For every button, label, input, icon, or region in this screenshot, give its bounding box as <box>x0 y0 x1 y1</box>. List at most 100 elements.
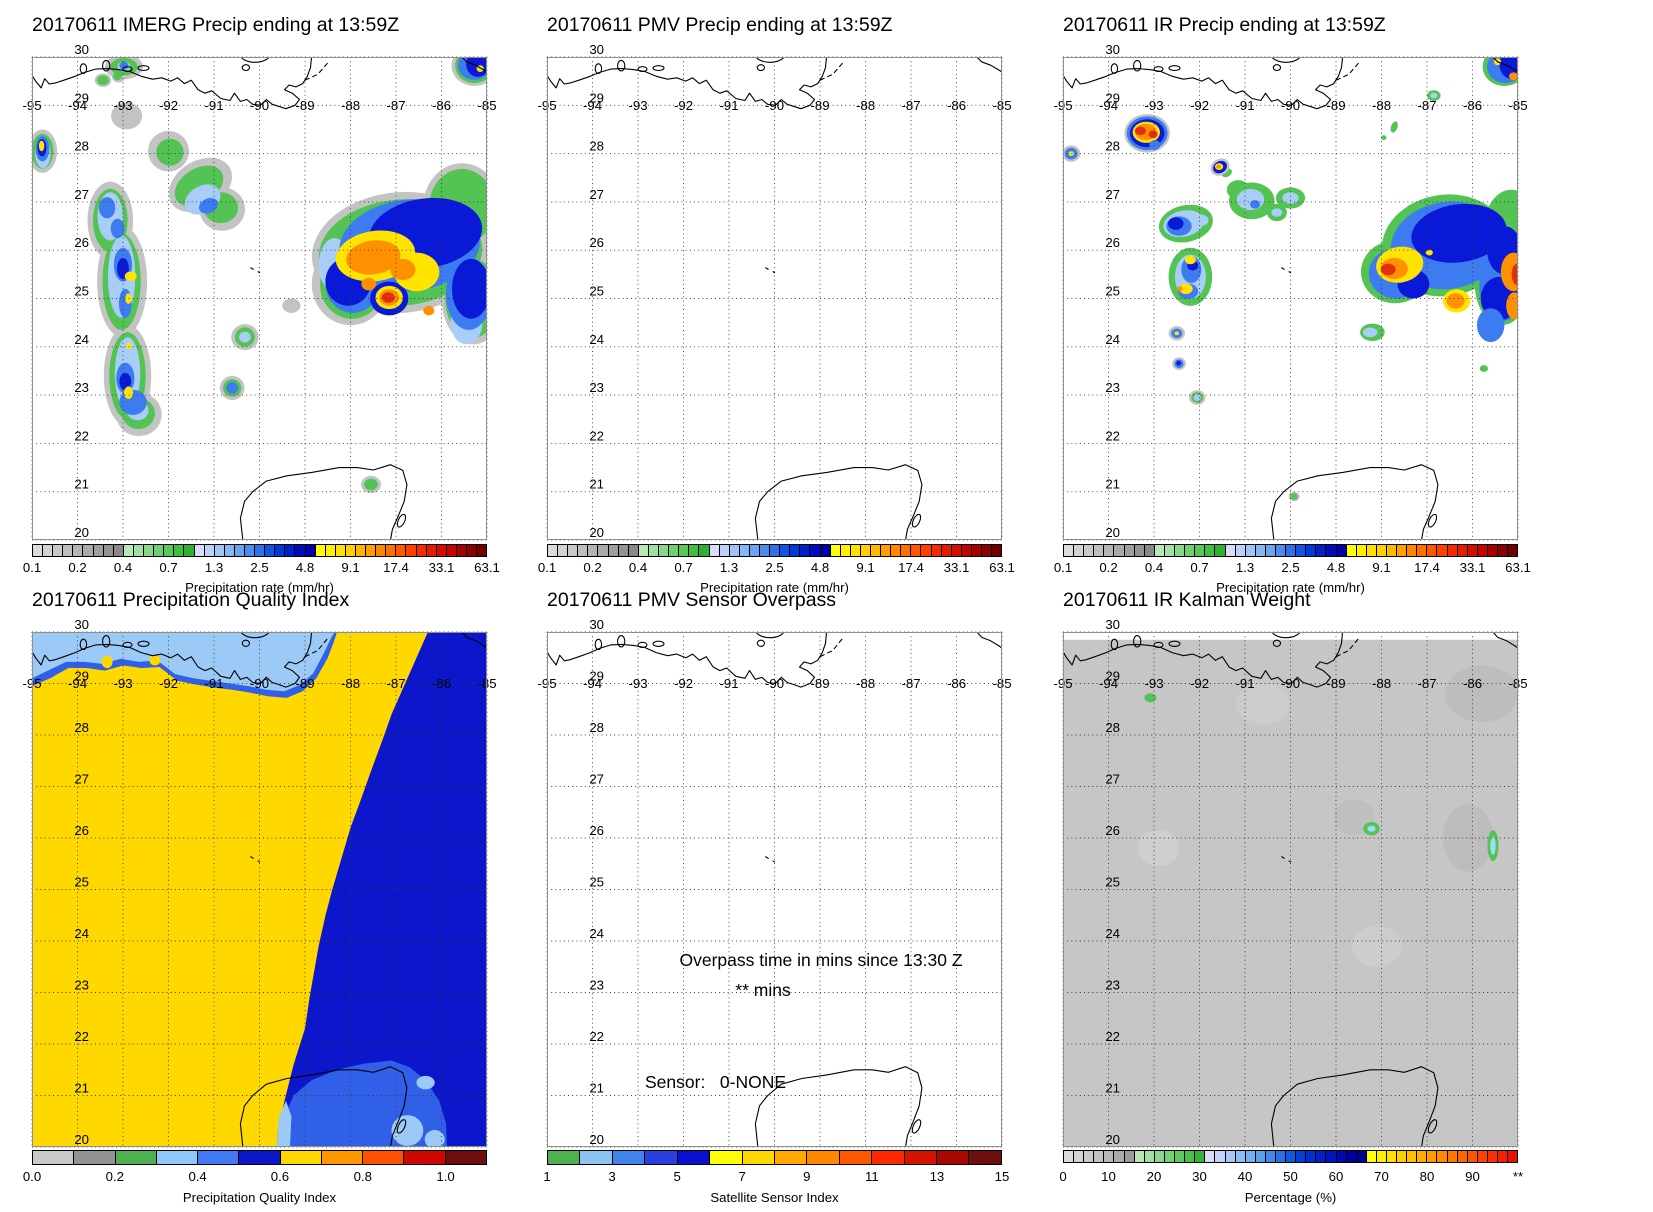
lat-tick-label: 30 <box>1105 617 1120 632</box>
colorbar-cell <box>1074 545 1085 556</box>
lat-tick-label: 25 <box>74 875 89 890</box>
colorbar-cell <box>749 545 760 556</box>
colorbar-cell <box>446 545 457 556</box>
colorbar-cell <box>1074 1151 1085 1162</box>
colorbar-cell <box>1245 1151 1256 1162</box>
colorbar-cell <box>941 545 952 556</box>
lon-tick-label: -92 <box>1190 676 1209 691</box>
colorbar-cell <box>1447 545 1458 556</box>
lat-tick-label: 29 <box>74 90 89 105</box>
lat-tick-label: 20 <box>589 525 604 540</box>
lon-tick-label: -94 <box>1099 98 1118 113</box>
colorbar-cell <box>1134 1151 1145 1162</box>
lon-tick-label: -90 <box>765 676 784 691</box>
colorbar-cell <box>1336 1151 1347 1162</box>
lon-tick-label: -92 <box>159 98 178 113</box>
colorbar-tick-labels: 0.1 0.2 0.4 0.7 1.3 2.5 4.8 9.1 17.4 33.1 63.1 <box>23 560 500 576</box>
coastline <box>547 632 1002 1147</box>
colorbar-caption: Precipitation rate (mm/hr) <box>1216 580 1365 595</box>
lon-tick-label: -94 <box>583 676 602 691</box>
lat-tick-label: 27 <box>1105 772 1120 787</box>
colorbar-cell <box>456 545 468 556</box>
lat-tick-label: 21 <box>589 1081 604 1096</box>
lon-tick-label: -87 <box>901 98 920 113</box>
colorbar-cell <box>1366 545 1377 556</box>
panel-title-overpass: 20170611 PMV Sensor Overpass <box>547 589 837 611</box>
colorbar-cell <box>1134 545 1145 556</box>
graticule <box>546 56 1003 541</box>
colorbar-cell <box>1397 545 1408 556</box>
lat-tick-label: 26 <box>589 235 604 250</box>
colorbar-tick-label: 17.4 <box>1414 560 1440 575</box>
colorbar-cell <box>810 545 821 556</box>
lon-tick-label: -91 <box>1235 676 1254 691</box>
panel-precip-quality-index: 20170611 Precipitation Quality Index 30 2… <box>22 589 496 1207</box>
lon-tick-label: -87 <box>386 98 405 113</box>
lat-tick-label: 26 <box>74 823 89 838</box>
colorbar-cell <box>1387 545 1398 556</box>
colorbar-cell <box>1417 1151 1428 1162</box>
colorbar-cell <box>436 545 447 556</box>
colorbar-cell <box>1346 545 1357 556</box>
lon-tick-label: -89 <box>295 98 314 113</box>
panel-pmv-sensor-overpass: 20170611 PMV Sensor Overpass 30 29 28 27 26 2… <box>537 589 1012 1207</box>
colorbar-cell <box>1064 545 1075 556</box>
lon-tick-label: -87 <box>386 676 405 691</box>
colorbar-cell <box>1195 545 1206 556</box>
colorbar-cell <box>1185 1151 1196 1162</box>
colorbar-tick-label: ** <box>1512 1169 1524 1184</box>
colorbar-cell <box>321 1151 364 1164</box>
lat-tick-label: 22 <box>74 1029 89 1044</box>
lon-tick-label: -94 <box>1099 676 1118 691</box>
lat-tick-label: 25 <box>1105 284 1120 299</box>
colorbar-cell <box>396 545 407 556</box>
panel-title-ir: 20170611 IR Precip ending at 13:59Z <box>1063 14 1386 36</box>
colorbar-tick-label: 10 <box>1101 1169 1116 1184</box>
lon-tick-label: -91 <box>204 676 223 691</box>
colorbar-cell <box>406 545 417 556</box>
colorbar-tick-label: 17.4 <box>383 560 409 575</box>
colorbar-tick-label: 90 <box>1465 1169 1480 1184</box>
colorbar-cell <box>83 545 94 556</box>
colorbar-cell <box>234 545 245 556</box>
colorbar-cell <box>739 545 750 556</box>
colorbar-cell <box>992 545 1002 556</box>
colorbar-cell <box>1437 545 1448 556</box>
panel-ir-kalman-weight: 20170611 IR Kalman Weight 30 29 28 27 26 25 24… <box>1053 589 1527 1207</box>
colorbar-tick-label: 63.1 <box>474 560 500 575</box>
colorbar-cell <box>156 1151 199 1164</box>
colorbar-cell <box>1124 1151 1135 1162</box>
lon-tick-label: -86 <box>432 98 451 113</box>
colorbar-tick-label: 7 <box>738 1169 746 1184</box>
colorbar-cell <box>588 545 599 556</box>
lat-tick-label: 20 <box>74 1132 89 1147</box>
colorbar-cell <box>689 545 700 556</box>
colorbar-cell <box>645 1151 678 1164</box>
colorbar-cell <box>1407 545 1418 556</box>
colorbar-cell <box>1235 545 1246 556</box>
lon-tick-label: -87 <box>1417 98 1436 113</box>
lat-tick-label: 23 <box>74 978 89 993</box>
lon-tick-label: -92 <box>674 98 693 113</box>
colorbar-cell <box>174 545 185 556</box>
lon-tick-label: -89 <box>1326 676 1345 691</box>
colorbar-cell <box>820 545 831 556</box>
lon-tick-label: -94 <box>68 98 87 113</box>
colorbar-tick-label: 0.7 <box>674 560 693 575</box>
colorbar-tick-label: 0.2 <box>105 1169 124 1184</box>
lat-tick-label: 24 <box>74 332 89 347</box>
colorbar-tick-label: 30 <box>1192 1169 1207 1184</box>
colorbar-tick-label: 4.8 <box>810 560 830 575</box>
panel-title-imerg: 20170611 IMERG Precip ending at 13:59Z <box>32 14 400 36</box>
colorbar-cell <box>612 1151 646 1164</box>
colorbar-cell <box>1245 545 1256 556</box>
colorbar-cell <box>1316 1151 1327 1162</box>
colorbar-cell <box>1447 1151 1458 1162</box>
colorbar-cell <box>198 1151 240 1164</box>
colorbar-cell <box>1376 1151 1387 1162</box>
precip-rate-colorbar <box>1063 544 1518 557</box>
map-frame <box>547 632 1002 1147</box>
